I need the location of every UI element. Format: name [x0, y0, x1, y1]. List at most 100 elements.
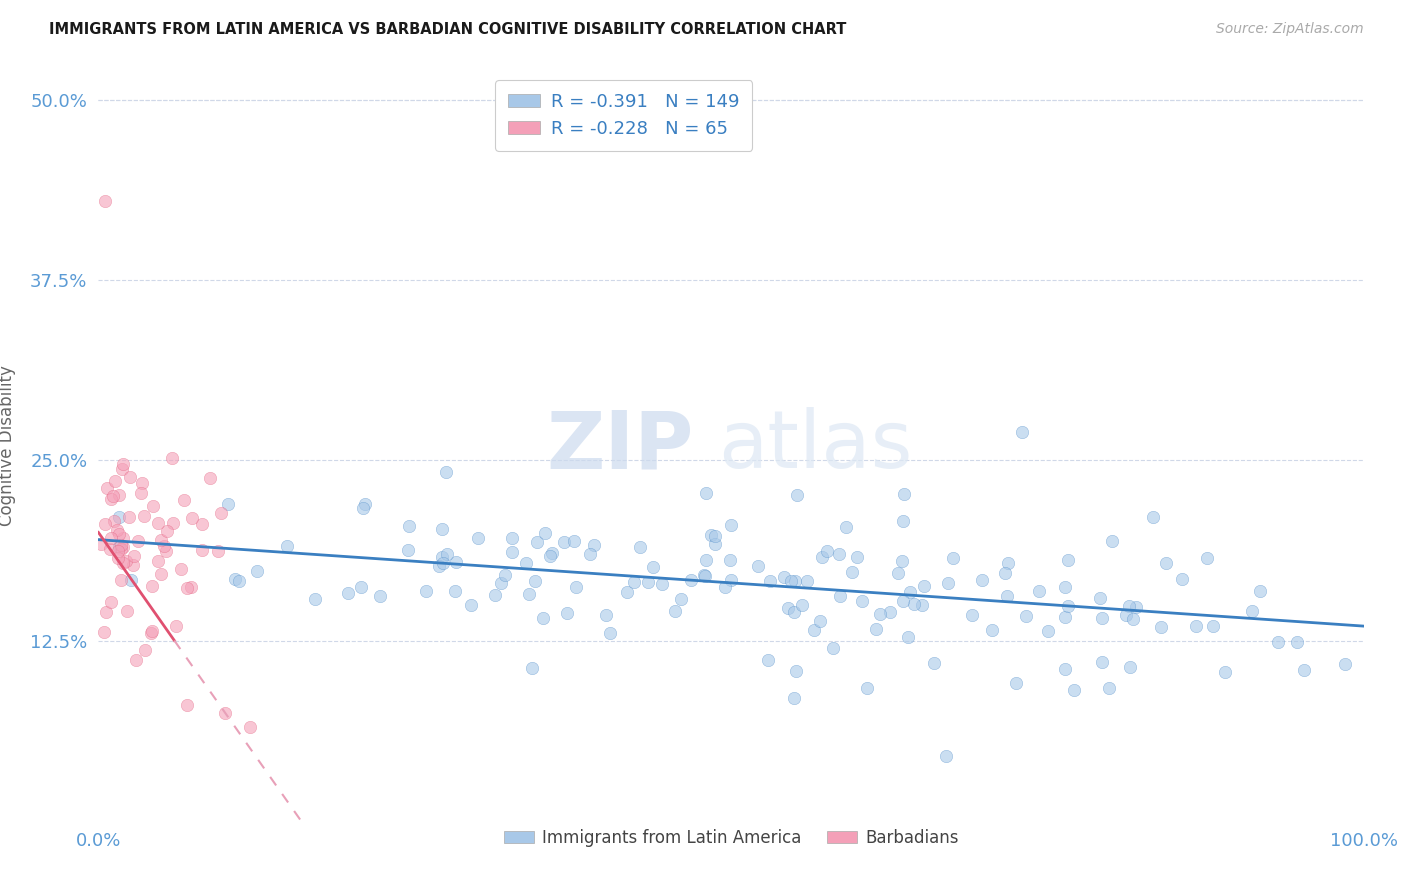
Point	[515, 556, 537, 570]
Point	[460, 598, 482, 612]
Point	[354, 496, 377, 510]
Point	[494, 567, 516, 582]
Point	[415, 583, 437, 598]
Point	[350, 580, 373, 594]
Point	[304, 592, 326, 607]
Point	[352, 500, 374, 515]
Point	[173, 492, 195, 507]
Legend: Immigrants from Latin America, Barbadians: Immigrants from Latin America, Barbadian…	[498, 822, 965, 854]
Point	[501, 531, 523, 545]
Point	[759, 574, 782, 589]
Point	[112, 556, 135, 570]
Point	[1063, 683, 1085, 698]
Point	[579, 547, 602, 561]
Point	[1154, 556, 1177, 570]
Point	[773, 570, 796, 584]
Point	[228, 574, 250, 588]
Point	[110, 542, 132, 557]
Point	[103, 515, 125, 529]
Point	[783, 574, 806, 588]
Text: atlas: atlas	[718, 407, 912, 485]
Point	[141, 624, 163, 638]
Point	[430, 549, 453, 564]
Point	[886, 566, 908, 580]
Point	[396, 543, 419, 558]
Point	[1011, 425, 1033, 439]
Point	[111, 540, 134, 554]
Point	[1195, 551, 1218, 566]
Point	[1170, 572, 1192, 586]
Point	[432, 557, 454, 571]
Point	[1122, 612, 1144, 626]
Point	[155, 524, 177, 538]
Point	[125, 653, 148, 667]
Point	[994, 566, 1017, 580]
Point	[557, 606, 579, 620]
Point	[155, 544, 177, 558]
Point	[720, 573, 742, 587]
Point	[112, 457, 135, 471]
Point	[1090, 591, 1112, 605]
Point	[869, 607, 891, 622]
Point	[436, 465, 458, 479]
Point	[896, 631, 918, 645]
Point	[1115, 607, 1137, 622]
Text: IMMIGRANTS FROM LATIN AMERICA VS BARBADIAN COGNITIVE DISABILITY CORRELATION CHAR: IMMIGRANTS FROM LATIN AMERICA VS BARBADI…	[49, 22, 846, 37]
Point	[1056, 599, 1078, 613]
Point	[851, 594, 873, 608]
Point	[181, 510, 204, 524]
Point	[1119, 660, 1142, 674]
Point	[127, 534, 149, 549]
Point	[553, 534, 575, 549]
Point	[444, 555, 467, 569]
Point	[830, 589, 852, 603]
Point	[107, 540, 129, 554]
Point	[997, 589, 1019, 603]
Point	[489, 575, 512, 590]
Point	[484, 588, 506, 602]
Point	[93, 194, 117, 208]
Point	[111, 531, 134, 545]
Point	[779, 574, 801, 588]
Point	[821, 640, 844, 655]
Point	[1053, 609, 1076, 624]
Point	[93, 625, 115, 640]
Point	[879, 605, 901, 619]
Point	[108, 527, 131, 541]
Point	[758, 653, 780, 667]
Point	[118, 469, 141, 483]
Point	[276, 539, 298, 553]
Point	[1294, 663, 1316, 677]
Point	[890, 554, 912, 568]
Point	[117, 510, 139, 524]
Point	[936, 576, 959, 591]
Point	[786, 488, 808, 502]
Text: ZIP: ZIP	[546, 407, 693, 485]
Point	[176, 581, 198, 595]
Point	[207, 544, 229, 558]
Point	[972, 573, 994, 587]
Point	[165, 618, 187, 632]
Point	[1286, 635, 1309, 649]
Point	[935, 748, 957, 763]
Point	[541, 546, 564, 560]
Point	[100, 595, 122, 609]
Point	[1150, 620, 1173, 634]
Point	[115, 604, 138, 618]
Point	[107, 544, 129, 558]
Point	[141, 579, 163, 593]
Point	[922, 657, 945, 671]
Point	[1028, 583, 1050, 598]
Point	[1090, 656, 1112, 670]
Point	[562, 534, 585, 549]
Point	[150, 566, 173, 581]
Point	[1038, 624, 1060, 638]
Point	[1056, 552, 1078, 566]
Point	[534, 525, 557, 540]
Point	[810, 549, 832, 564]
Point	[695, 553, 717, 567]
Point	[180, 580, 202, 594]
Point	[131, 475, 153, 490]
Point	[565, 580, 588, 594]
Point	[1334, 657, 1357, 672]
